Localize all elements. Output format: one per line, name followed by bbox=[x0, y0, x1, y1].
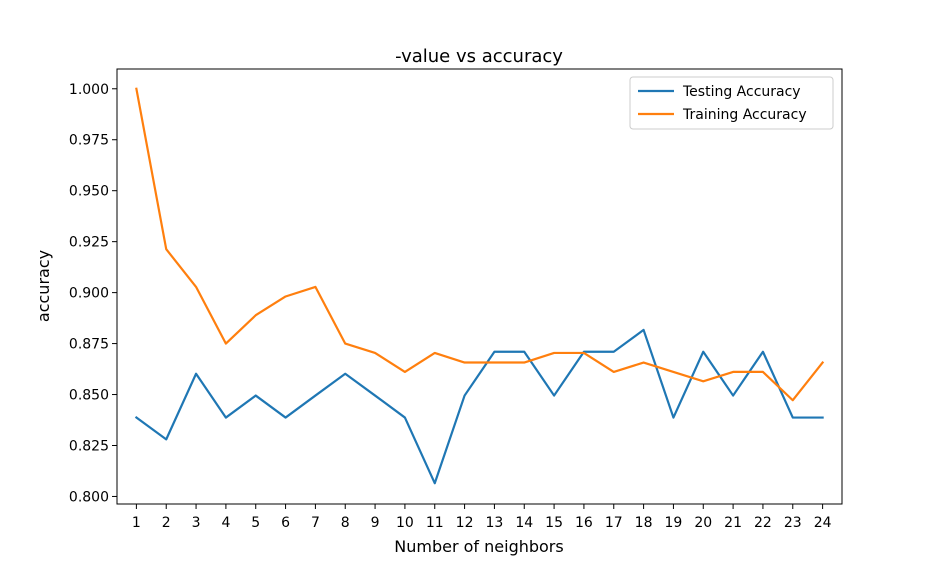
x-tick-label: 19 bbox=[665, 515, 683, 531]
x-tick-label: 24 bbox=[814, 515, 832, 531]
x-tick-label: 21 bbox=[724, 515, 742, 531]
y-tick-label: 0.975 bbox=[69, 133, 109, 149]
legend: Testing Accuracy Training Accuracy bbox=[629, 76, 834, 130]
y-tick-label: 0.900 bbox=[69, 286, 109, 302]
x-tick-label: 23 bbox=[784, 515, 802, 531]
y-tick-label: 0.850 bbox=[69, 388, 109, 404]
x-tick-label: 12 bbox=[456, 515, 474, 531]
x-tick-label: 14 bbox=[515, 515, 533, 531]
y-tick-label: 0.925 bbox=[69, 235, 109, 251]
x-tick-label: 5 bbox=[251, 515, 260, 531]
y-tick-label: 0.875 bbox=[69, 337, 109, 353]
x-axis-label: Number of neighbors bbox=[394, 537, 563, 556]
legend-box bbox=[629, 76, 834, 130]
y-tick-label: 0.800 bbox=[69, 489, 109, 505]
chart-title: -value vs accuracy bbox=[395, 46, 563, 67]
plot-area bbox=[116, 68, 843, 505]
x-tick-label: 11 bbox=[426, 515, 444, 531]
x-tick-label: 8 bbox=[341, 515, 350, 531]
y-tick-label: 0.950 bbox=[69, 184, 109, 200]
x-tick-label: 22 bbox=[754, 515, 772, 531]
x-tick-label: 13 bbox=[486, 515, 504, 531]
x-tick-label: 6 bbox=[281, 515, 290, 531]
x-tick-label: 9 bbox=[371, 515, 380, 531]
x-tick-label: 1 bbox=[132, 515, 141, 531]
x-tick-label: 10 bbox=[396, 515, 414, 531]
y-axis-label: accuracy bbox=[34, 250, 53, 322]
x-tick-label: 15 bbox=[545, 515, 563, 531]
x-tick-label: 3 bbox=[192, 515, 201, 531]
x-tick-label: 17 bbox=[605, 515, 623, 531]
x-axis: 1 2 3 4 5 6 7 8 9 10 11 12 13 14 15 16 17 18 19 20 21 22 23 24 bbox=[132, 504, 832, 531]
x-tick-label: 2 bbox=[162, 515, 171, 531]
x-tick-label: 18 bbox=[635, 515, 653, 531]
x-tick-label: 4 bbox=[221, 515, 230, 531]
y-axis: 0.800 0.825 0.850 0.875 0.900 0.925 0.950 0.975… bbox=[69, 82, 117, 505]
x-tick-label: 20 bbox=[694, 515, 712, 531]
y-tick-label: 1.000 bbox=[69, 82, 109, 98]
x-tick-label: 16 bbox=[575, 515, 593, 531]
legend-label: Testing Accuracy bbox=[682, 84, 801, 100]
series-line-training bbox=[135, 87, 825, 402]
x-tick-label: 7 bbox=[311, 515, 320, 531]
series-line-testing bbox=[134, 328, 824, 485]
series-lines bbox=[134, 87, 825, 485]
legend-label: Training Accuracy bbox=[682, 107, 807, 123]
y-tick-label: 0.825 bbox=[69, 438, 109, 454]
